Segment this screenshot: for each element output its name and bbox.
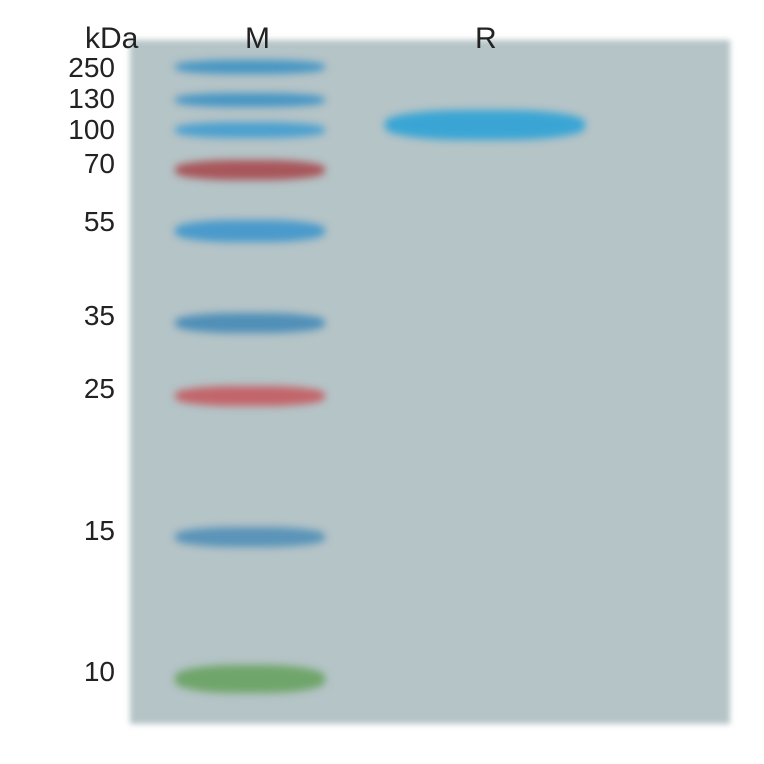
marker-band xyxy=(175,220,325,242)
marker-label: 250 xyxy=(45,52,115,84)
gel-background xyxy=(130,40,730,724)
marker-label: 100 xyxy=(45,114,115,146)
marker-label: 130 xyxy=(45,83,115,115)
marker-band xyxy=(175,122,325,138)
marker-band xyxy=(175,60,325,74)
marker-label: 70 xyxy=(45,148,115,180)
marker-band xyxy=(175,665,325,693)
marker-band xyxy=(175,93,325,107)
marker-label: 15 xyxy=(45,515,115,547)
sample-band xyxy=(385,110,585,140)
gel-image: kDa M R 25013010070 55 35 25 15 10 xyxy=(0,0,764,764)
marker-band xyxy=(175,386,325,406)
marker-label: 55 xyxy=(45,206,115,238)
marker-label: 10 xyxy=(45,656,115,688)
lane-label-r: R xyxy=(475,22,497,56)
marker-band xyxy=(175,313,325,333)
marker-band xyxy=(175,160,325,180)
marker-label: 25 xyxy=(45,373,115,405)
marker-band xyxy=(175,527,325,547)
lane-label-m: M xyxy=(245,22,270,56)
unit-label: kDa xyxy=(85,22,138,56)
marker-label: 35 xyxy=(45,300,115,332)
